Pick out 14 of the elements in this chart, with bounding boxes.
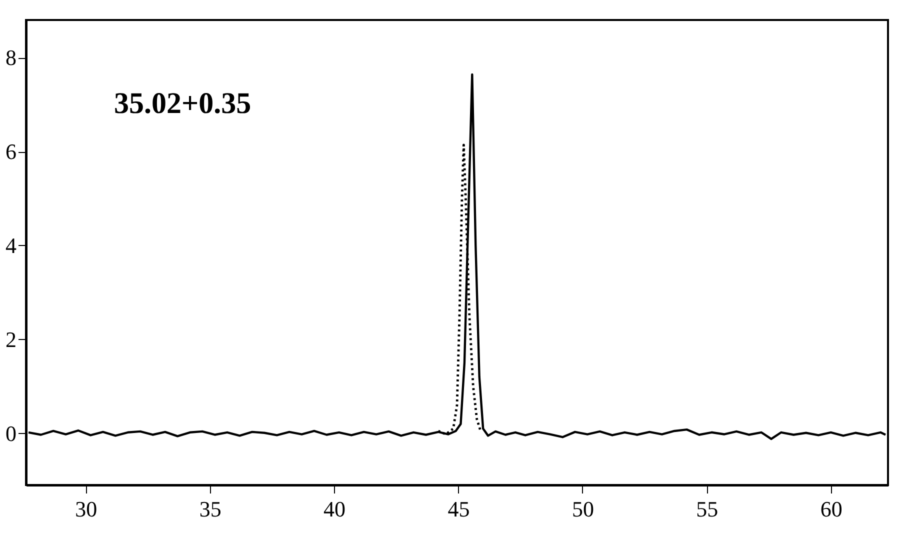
y-tick-label: 0 — [6, 420, 16, 446]
x-tick-label: 30 — [75, 496, 98, 522]
x-tick-label: 55 — [696, 496, 718, 522]
x-tick-label: 40 — [324, 496, 346, 522]
x-tick-label: 60 — [820, 496, 842, 522]
annotation: 35.02+0.35 — [114, 87, 252, 120]
x-tick-label: 35 — [199, 496, 222, 522]
x-tick-label: 45 — [448, 496, 470, 522]
x-tick-label: 50 — [572, 496, 594, 522]
y-tick-label: 8 — [6, 45, 16, 70]
y-tick-label: 4 — [6, 232, 16, 258]
line-series — [437, 144, 482, 436]
y-tick-label: 6 — [6, 139, 16, 164]
y-tick-label: 2 — [6, 326, 16, 352]
